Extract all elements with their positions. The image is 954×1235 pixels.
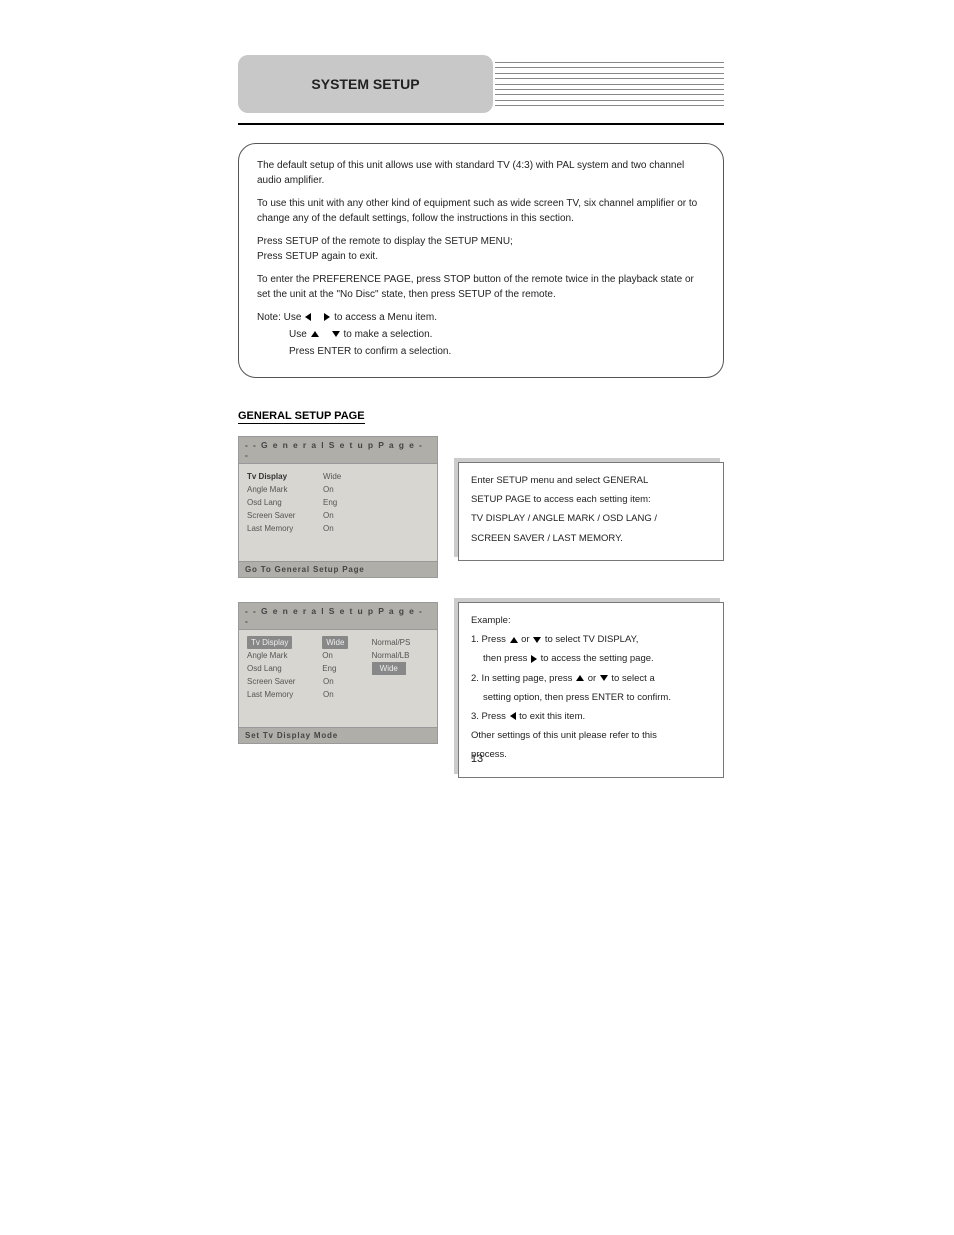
screenshot-1-footer: Go To General Setup Page <box>239 561 437 577</box>
intro-notes: Note: Use to access a Menu item. Use to … <box>257 310 705 359</box>
info1-l4: SCREEN SAVER / LAST MEMORY. <box>471 531 711 546</box>
intro-p1: The default setup of this unit allows us… <box>257 158 705 188</box>
intro-box: The default setup of this unit allows us… <box>238 143 724 378</box>
intro-p3b: To enter the PREFERENCE PAGE, press STOP… <box>257 272 705 302</box>
info-box-2: Example: 1. Press or to select TV DISPLA… <box>458 602 724 778</box>
header-decorative-lines <box>495 62 724 106</box>
screenshot-2-footer: Set Tv Display Mode <box>239 727 437 743</box>
header-title: SYSTEM SETUP <box>311 76 419 92</box>
table-row: Screen Saver On <box>245 509 431 522</box>
intro-note-1: Note: Use to access a Menu item. <box>257 310 705 325</box>
arrow-left-icon <box>305 313 311 321</box>
header-title-box: SYSTEM SETUP <box>238 55 493 113</box>
header-row: SYSTEM SETUP <box>238 55 724 113</box>
info-box-1: Enter SETUP menu and select GENERAL SETU… <box>458 462 724 561</box>
info2-l2: 1. Press or to select TV DISPLAY, <box>471 632 711 647</box>
info1-l1: Enter SETUP menu and select GENERAL <box>471 473 711 488</box>
info2-l8: process. <box>471 747 711 762</box>
arrow-down-icon <box>600 675 608 681</box>
row-2: - - G e n e r a l S e t u p P a g e - - … <box>238 602 724 778</box>
row-1: - - G e n e r a l S e t u p P a g e - - … <box>238 436 724 578</box>
screenshot-2: - - G e n e r a l S e t u p P a g e - - … <box>238 602 438 744</box>
info1-l2: SETUP PAGE to access each setting item: <box>471 492 711 507</box>
intro-note-2: Use to make a selection. <box>257 327 705 342</box>
intro-p2: To use this unit with any other kind of … <box>257 196 705 226</box>
arrow-up-icon <box>510 637 518 643</box>
info2-l6: 3. Press to exit this item. <box>471 709 711 724</box>
table-row: Osd Lang Eng <box>245 496 431 509</box>
arrow-up-icon <box>311 331 319 337</box>
table-row: Screen Saver On <box>245 675 431 688</box>
info2-l1: Example: <box>471 613 711 628</box>
arrow-right-icon <box>324 313 330 321</box>
info2-l5: setting option, then press ENTER to conf… <box>471 690 711 705</box>
arrow-up-icon <box>576 675 584 681</box>
page-number: 13 <box>471 753 483 765</box>
screenshot-2-body: Tv Display Wide Normal/PS Angle Mark On … <box>239 630 437 727</box>
screenshot-1: - - G e n e r a l S e t u p P a g e - - … <box>238 436 438 578</box>
horizontal-rule <box>238 123 724 125</box>
screenshot-1-body: Tv Display Wide Angle Mark On Osd Lang E… <box>239 464 437 561</box>
arrow-down-icon <box>332 331 340 337</box>
table-row: Angle Mark On <box>245 483 431 496</box>
info2-l3: then press to access the setting page. <box>471 651 711 666</box>
page-container: SYSTEM SETUP The default setup of this u… <box>0 0 954 778</box>
section-title-wrap: GENERAL SETUP PAGE <box>238 406 724 436</box>
table-row: Osd Lang Eng Wide <box>245 662 431 675</box>
table-row: Tv Display Wide Normal/PS <box>245 636 431 649</box>
info2-l4: 2. In setting page, press or to select a <box>471 671 711 686</box>
table-row: Angle Mark On Normal/LB <box>245 649 431 662</box>
info2-l7: Other settings of this unit please refer… <box>471 728 711 743</box>
table-row: Last Memory On <box>245 522 431 535</box>
screenshot-2-title: - - G e n e r a l S e t u p P a g e - - <box>239 603 437 630</box>
table-row: Tv Display Wide <box>245 470 431 483</box>
arrow-down-icon <box>533 637 541 643</box>
intro-note-3: Press ENTER to confirm a selection. <box>257 344 705 359</box>
arrow-left-icon <box>510 712 516 720</box>
section-title: GENERAL SETUP PAGE <box>238 410 365 424</box>
arrow-right-icon <box>531 655 537 663</box>
table-row: Last Memory On <box>245 688 431 701</box>
info1-l3: TV DISPLAY / ANGLE MARK / OSD LANG / <box>471 511 711 526</box>
screenshot-1-title: - - G e n e r a l S e t u p P a g e - - <box>239 437 437 464</box>
intro-p3a: Press SETUP of the remote to display the… <box>257 234 705 264</box>
